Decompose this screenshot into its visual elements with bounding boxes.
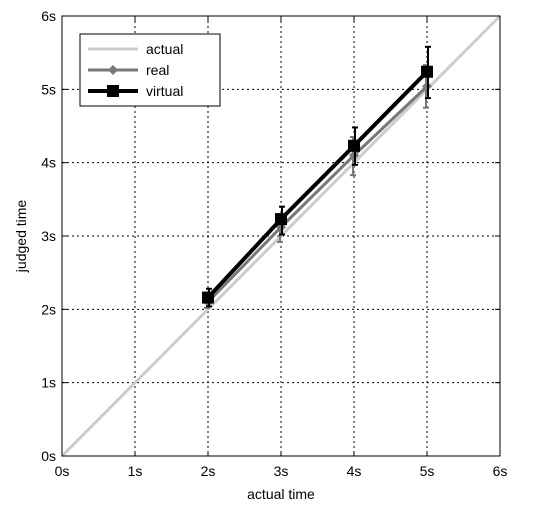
legend-entry-actual: actual xyxy=(88,41,183,57)
legend-marker-real xyxy=(108,65,118,75)
legend: actual real virtual xyxy=(79,33,221,107)
tick-labels: 0s 1s 2s 3s 4s 5s 6s 0s 1s 2s 3s 4s 5s 6s xyxy=(41,8,507,479)
point-virtual-2 xyxy=(348,139,360,152)
y-tick-label-4: 4s xyxy=(41,155,56,171)
x-tick-label-2: 2s xyxy=(201,463,216,479)
x-tick-label-3: 3s xyxy=(274,463,289,479)
y-axis-label: judged time xyxy=(13,200,29,274)
series-line-virtual xyxy=(206,70,429,299)
y-tick-label-6: 6s xyxy=(41,8,56,24)
x-tick-label-5: 5s xyxy=(420,463,435,479)
series-line-real xyxy=(206,85,429,304)
x-tick-label-1: 1s xyxy=(128,463,143,479)
legend-entry-real: real xyxy=(88,62,169,78)
legend-entry-virtual: virtual xyxy=(88,83,183,99)
x-tick-label-4: 4s xyxy=(347,463,362,479)
plot-area xyxy=(60,14,502,458)
point-virtual-1 xyxy=(275,213,287,226)
y-tick-label-0: 0s xyxy=(41,448,56,464)
y-tick-label-2: 2s xyxy=(41,301,56,317)
legend-label-virtual: virtual xyxy=(146,83,183,99)
series-virtual xyxy=(202,45,433,308)
legend-label-real: real xyxy=(146,62,169,78)
x-axis-label: actual time xyxy=(247,486,315,502)
x-tick-label-6: 6s xyxy=(493,463,508,479)
legend-marker-virtual xyxy=(107,85,119,97)
y-tick-label-5: 5s xyxy=(41,81,56,97)
y-tick-label-1: 1s xyxy=(41,375,56,391)
x-tick-label-0: 0s xyxy=(55,463,70,479)
axes-frame xyxy=(61,15,501,457)
point-virtual-3 xyxy=(421,65,433,78)
legend-label-actual: actual xyxy=(146,41,183,57)
point-virtual-0 xyxy=(202,291,214,304)
y-tick-label-3: 3s xyxy=(41,228,56,244)
